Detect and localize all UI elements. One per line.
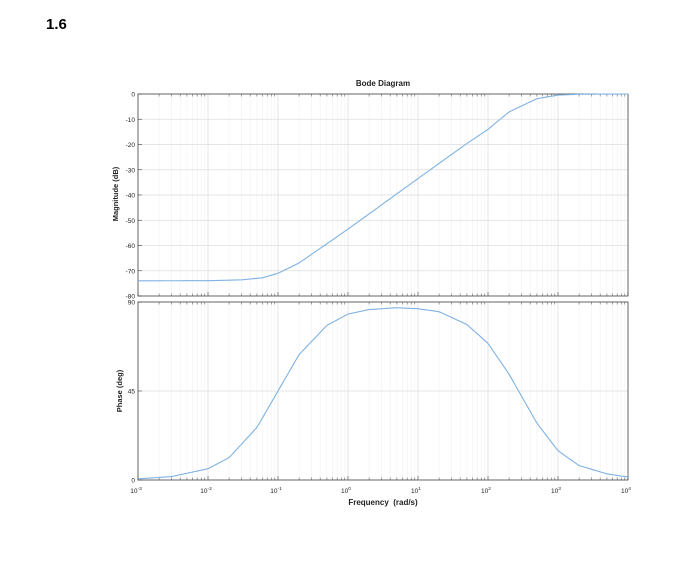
x-tick-label: 104 [621,486,631,495]
magnitude-y-tick-label: -10 [126,117,136,124]
x-tick-label: 100 [341,486,351,495]
phase-series-line [137,307,629,480]
phase-y-tick-label: 0 [131,478,135,485]
problem-number: 1.6 [46,16,67,33]
magnitude-y-tick-label: -20 [126,142,136,149]
phase-y-tick-label: 90 [128,300,136,307]
mag-ylabel: Magnitude (dB) [111,166,120,221]
x-axis-label: Frequency (rad/s) [348,498,418,507]
magnitude-y-tick-label: -80 [126,294,136,301]
magnitude-panel: 0 -10 -20 -30 -40 -50 -60 -70 -80 [126,92,629,301]
phase-panel: 90 45 0 [128,300,629,485]
phase-y-tick-label: 45 [128,389,136,396]
x-tick-label: 10-3 [130,486,142,495]
phase-axes-box [137,301,629,481]
magnitude-series-line [138,93,628,282]
x-tick-label: 103 [551,486,561,495]
x-tick-label: 101 [411,486,421,495]
magnitude-axes-box [137,93,629,297]
magnitude-y-tick-label: 0 [131,92,135,99]
magnitude-y-tick-label: -70 [126,268,136,275]
x-tick-label: 10-1 [270,486,282,495]
magnitude-y-tick-label: -50 [126,218,136,225]
x-tick-label: 10-2 [200,486,212,495]
magnitude-y-tick-label: -60 [126,243,136,250]
magnitude-y-tick-label: -40 [126,193,136,200]
x-tick-label: 102 [481,486,491,495]
chart-title: Bode Diagram [356,79,410,88]
magnitude-y-tick-label: -30 [126,167,136,174]
phase-ylabel: Phase (deg) [115,369,124,412]
